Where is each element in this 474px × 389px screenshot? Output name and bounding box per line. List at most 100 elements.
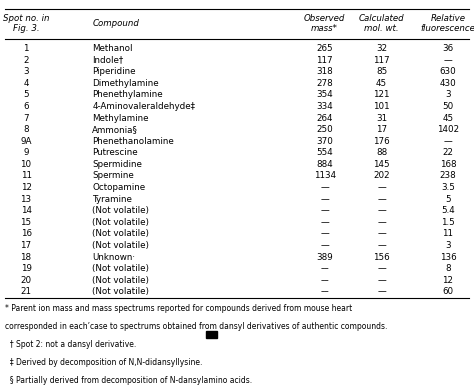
Text: Piperidine: Piperidine [92,67,136,76]
Text: 9: 9 [23,148,29,157]
Text: Octopamine: Octopamine [92,183,146,192]
Text: 12: 12 [442,276,454,285]
Text: 88: 88 [376,148,387,157]
Text: (Not volatile): (Not volatile) [92,218,149,227]
Text: 389: 389 [316,252,333,261]
Text: 14: 14 [20,206,32,215]
Text: Phenethanolamine: Phenethanolamine [92,137,174,146]
Text: —: — [377,264,386,273]
Text: —: — [377,276,386,285]
Text: 168: 168 [439,160,456,169]
Text: 3.5: 3.5 [441,183,455,192]
Text: ––: –– [320,287,329,296]
Text: —: — [320,206,329,215]
Text: —: — [320,194,329,203]
Text: 19: 19 [20,264,32,273]
Text: Ammonia§: Ammonia§ [92,125,138,134]
Text: 265: 265 [316,44,333,53]
Text: (Not volatile): (Not volatile) [92,264,149,273]
Text: 156: 156 [373,252,390,261]
Text: Spermine: Spermine [92,172,134,180]
Text: 11: 11 [442,230,454,238]
Text: 278: 278 [316,79,333,88]
Text: ‡ Derived by decomposition of N,N-didansyllysine.: ‡ Derived by decomposition of N,N-didans… [5,358,202,367]
Text: Spermidine: Spermidine [92,160,142,169]
Text: 3: 3 [23,67,29,76]
Text: Methanol: Methanol [92,44,133,53]
Text: 4-Aminovaleraldehyde‡: 4-Aminovaleraldehyde‡ [92,102,195,111]
Text: 45: 45 [376,79,387,88]
Text: 264: 264 [317,114,333,123]
Text: 10: 10 [20,160,32,169]
Text: —: — [320,230,329,238]
Text: —: — [377,194,386,203]
Text: 16: 16 [20,230,32,238]
Text: 17: 17 [376,125,387,134]
Text: 145: 145 [373,160,390,169]
Text: —: — [444,137,452,146]
Text: Relative
fluorescence: Relative fluorescence [420,14,474,33]
Text: 238: 238 [439,172,456,180]
Text: 136: 136 [439,252,456,261]
Text: 3: 3 [445,241,451,250]
Text: (Not volatile): (Not volatile) [92,287,149,296]
Text: 3: 3 [445,90,451,100]
Text: 4: 4 [23,79,29,88]
Text: 6: 6 [23,102,29,111]
Text: —: — [320,218,329,227]
Text: 334: 334 [316,102,333,111]
Text: 176: 176 [373,137,390,146]
Text: —: — [377,230,386,238]
Text: —: — [444,56,452,65]
Text: 13: 13 [20,194,32,203]
Text: ––: –– [320,276,329,285]
Text: —: — [377,183,386,192]
Text: 50: 50 [442,102,454,111]
Text: 20: 20 [20,276,32,285]
Text: 117: 117 [373,56,390,65]
Text: 15: 15 [20,218,32,227]
Text: 2: 2 [23,56,29,65]
Text: Dimethylamine: Dimethylamine [92,79,159,88]
Text: 36: 36 [442,44,454,53]
Text: Unknown·: Unknown· [92,252,136,261]
Text: Compound: Compound [92,19,139,28]
Text: 354: 354 [316,90,333,100]
Bar [206,331,217,338]
Text: 12: 12 [20,183,32,192]
Text: 101: 101 [373,102,390,111]
Text: 21: 21 [20,287,32,296]
Text: § Partially derived from decomposition of N-dansylamino acids.: § Partially derived from decomposition o… [5,376,252,385]
Text: (Not volatile): (Not volatile) [92,230,149,238]
Text: 430: 430 [439,79,456,88]
Text: 1402: 1402 [437,125,459,134]
Text: Indole†: Indole† [92,56,124,65]
Text: 117: 117 [316,56,333,65]
Text: 884: 884 [316,160,333,169]
Text: 8: 8 [23,125,29,134]
Text: 1134: 1134 [314,172,336,180]
Text: 121: 121 [374,90,390,100]
Text: Calculated
mol. wt.: Calculated mol. wt. [359,14,404,33]
Text: 32: 32 [376,44,387,53]
Text: 31: 31 [376,114,387,123]
Text: —: — [320,183,329,192]
Text: 318: 318 [316,67,333,76]
Text: 554: 554 [316,148,333,157]
Text: 630: 630 [439,67,456,76]
Text: ––: –– [320,264,329,273]
Text: Phenethylamine: Phenethylamine [92,90,163,100]
Text: Methylamine: Methylamine [92,114,149,123]
Text: Spot no. in
Fig. 3.: Spot no. in Fig. 3. [3,14,49,33]
Text: 5: 5 [445,194,451,203]
Text: Tyramine: Tyramine [92,194,132,203]
Text: 202: 202 [373,172,390,180]
Text: 5.4: 5.4 [441,206,455,215]
Text: —: — [377,218,386,227]
Text: 60: 60 [442,287,454,296]
Text: 1.5: 1.5 [441,218,455,227]
Text: 45: 45 [442,114,454,123]
Text: 17: 17 [20,241,32,250]
Text: (Not volatile): (Not volatile) [92,206,149,215]
Text: 18: 18 [20,252,32,261]
